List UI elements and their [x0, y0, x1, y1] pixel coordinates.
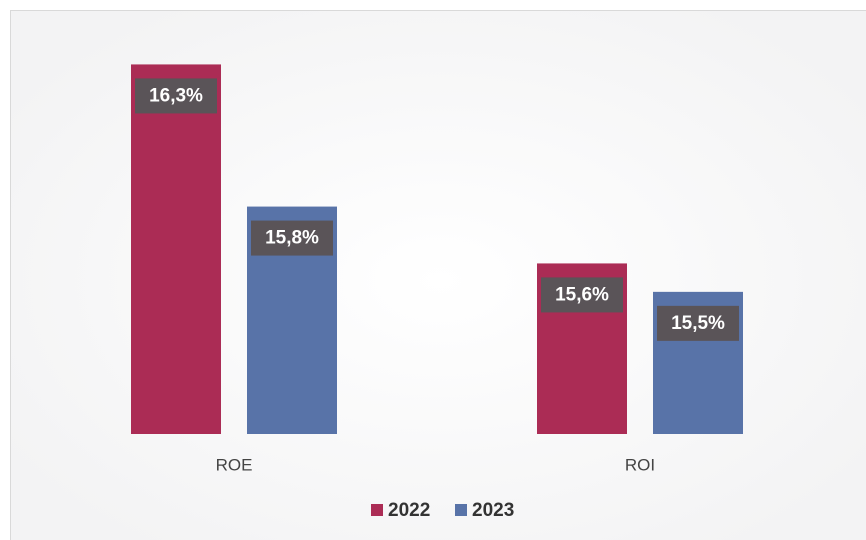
legend-label: 2022 [388, 500, 430, 521]
x-tick-label: ROE [216, 455, 253, 474]
x-tick-label: ROI [625, 455, 655, 474]
value-label-box [251, 220, 333, 256]
value-label: 15,5% [671, 313, 725, 334]
value-label: 15,8% [265, 228, 319, 249]
bar [131, 64, 221, 434]
value-label: 16,3% [149, 85, 203, 106]
legend-label: 2023 [472, 500, 514, 521]
value-label-box [135, 78, 217, 114]
value-label-box [541, 277, 623, 313]
legend-swatch [455, 504, 467, 516]
value-label: 15,6% [555, 284, 609, 305]
legend-swatch [371, 504, 383, 516]
value-label-box [657, 305, 739, 341]
